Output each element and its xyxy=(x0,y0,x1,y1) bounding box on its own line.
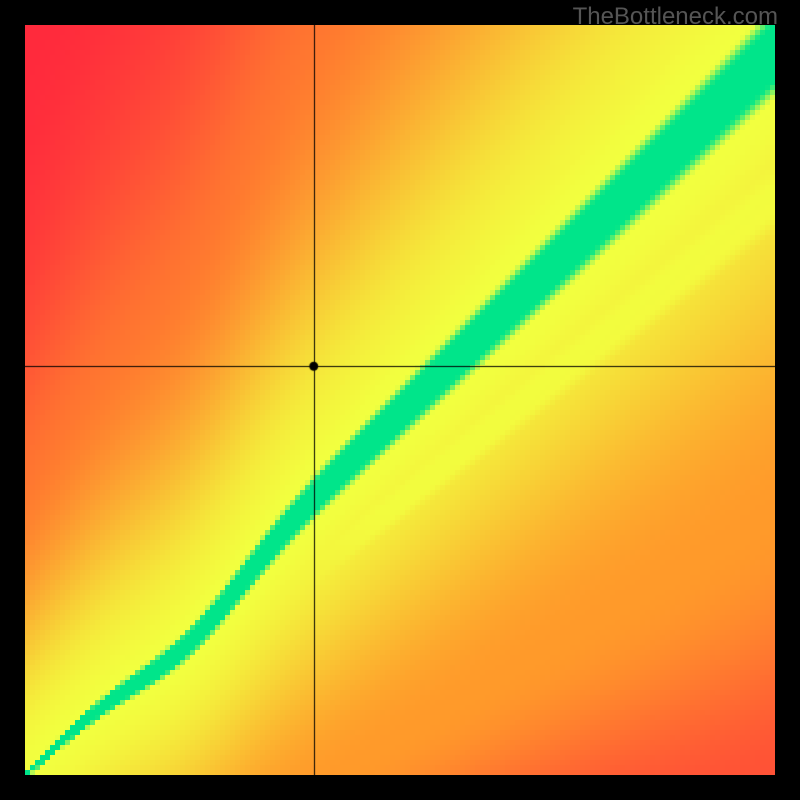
watermark-text: TheBottleneck.com xyxy=(573,3,778,31)
bottleneck-heatmap xyxy=(25,25,775,775)
chart-container: TheBottleneck.com xyxy=(0,0,800,800)
